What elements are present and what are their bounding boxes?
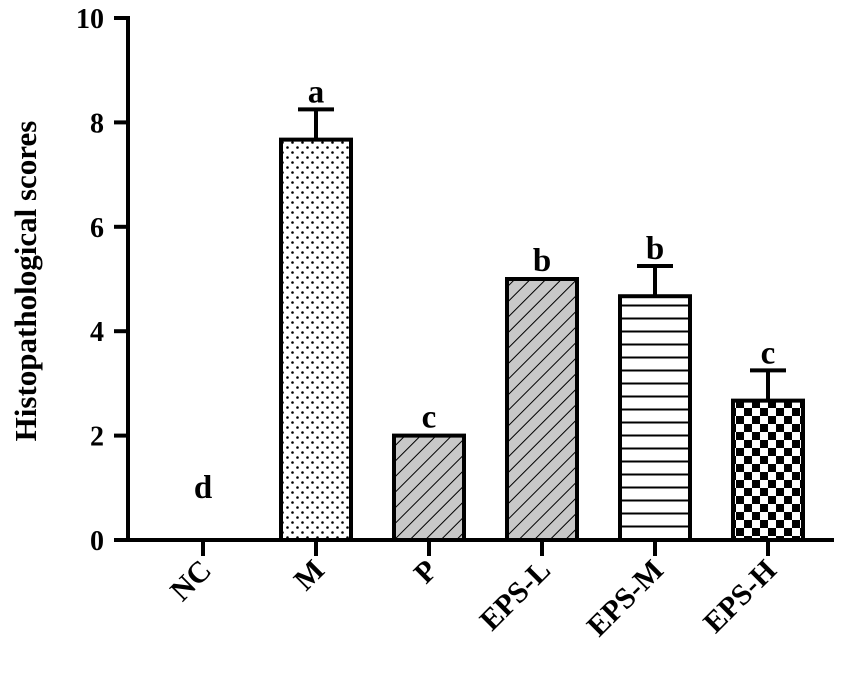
y-tick-label: 8 [90,108,104,139]
x-tick-label: P [408,554,444,590]
x-tick-label: EPS-M [581,554,670,643]
y-tick-label: 4 [90,317,104,348]
significance-letter: d [194,470,212,506]
bar [392,433,466,543]
x-tick-label: EPS-L [473,554,556,637]
x-tick-label: M [288,554,331,597]
bar [279,137,353,542]
y-tick-label: 6 [90,213,104,244]
significance-letter: b [646,231,664,267]
x-axis-ticks: NC M P EPS-L EPS-M EPS-H [164,540,783,643]
significance-letter: b [533,243,551,279]
bar [618,294,692,543]
x-tick-label: NC [164,554,218,608]
bars: d a c b b c [194,74,805,543]
x-tick-label: EPS-H [697,554,783,640]
y-axis-title: Histopathological scores [8,121,43,442]
significance-letter: c [761,335,776,371]
y-tick-label: 2 [90,422,104,453]
y-tick-label: 0 [90,526,104,557]
bar [505,277,579,542]
y-axis-ticks: 0 2 4 6 8 10 [76,4,128,557]
significance-letter: a [308,74,325,110]
y-tick-label: 10 [76,4,104,35]
axes [126,16,834,542]
significance-letter: c [422,400,437,436]
bar [731,398,805,542]
